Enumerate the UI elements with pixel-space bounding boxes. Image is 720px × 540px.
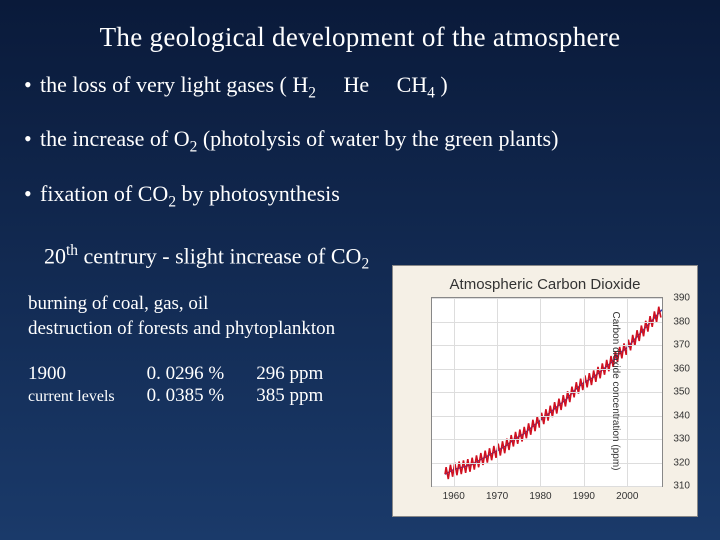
cell-pct-current: 0. 0385 % (147, 385, 257, 407)
century-post: centrury - slight increase of CO (78, 244, 361, 269)
chart-ytick: 370 (673, 340, 690, 351)
chart-xtick: 1970 (486, 491, 508, 502)
chart-ytick: 340 (673, 410, 690, 421)
sub-4: 4 (427, 84, 435, 101)
century-num: 20 (44, 244, 66, 269)
slide-title: The geological development of the atmosp… (0, 0, 720, 71)
sub-2c: 2 (168, 193, 176, 210)
chart-xtick: 1960 (443, 491, 465, 502)
chart-ytick: 320 (673, 457, 690, 468)
chart-plot-area: 3103203303403503603703803901960197019801… (431, 297, 663, 487)
chart-ytick: 380 (673, 316, 690, 327)
data-table: 1900 0. 0296 % 296 ppm current levels 0.… (28, 363, 355, 407)
bullet-2-pre: the increase of O (40, 126, 190, 151)
table-row: 1900 0. 0296 % 296 ppm (28, 363, 355, 385)
chart-title: Atmospheric Carbon Dioxide (393, 276, 697, 293)
bullet-3-pre: fixation of CO (40, 181, 168, 206)
chart-ytick: 350 (673, 387, 690, 398)
chart-xtick: 1990 (573, 491, 595, 502)
chart-xtick: 2000 (616, 491, 638, 502)
bullet-3: fixation of CO2 by photosynthesis (24, 180, 720, 212)
sub-2: 2 (308, 84, 316, 101)
bullet-3-post: by photosynthesis (176, 181, 340, 206)
chart-xtick: 1980 (529, 491, 551, 502)
cell-current-label: current levels (28, 385, 147, 407)
chart-ytick: 360 (673, 363, 690, 374)
bullet-1-text: the loss of very light gases ( H (40, 72, 308, 97)
chart-ytick: 390 (673, 293, 690, 304)
cell-ppm-current: 385 ppm (256, 385, 355, 407)
cell-ppm-1900: 296 ppm (256, 363, 355, 385)
co2-chart: Atmospheric Carbon Dioxide 3103203303403… (392, 265, 698, 517)
bullet-2: the increase of O2 (photolysis of water … (24, 125, 720, 157)
bullet-list: the loss of very light gases ( H2 He CH4… (0, 71, 720, 212)
sub-2d: 2 (361, 256, 369, 273)
close-paren: ) (435, 72, 448, 97)
th-sup: th (66, 242, 78, 259)
chart-y-label: Carbon dioxide concentration (ppm) (610, 312, 621, 471)
table-row: current levels 0. 0385 % 385 ppm (28, 385, 355, 407)
cell-year-1900: 1900 (28, 363, 147, 385)
bullet-2-post: (photolysis of water by the green plants… (197, 126, 558, 151)
he-text: He (343, 72, 369, 97)
bullet-1: the loss of very light gases ( H2 He CH4… (24, 71, 720, 103)
chart-ytick: 330 (673, 434, 690, 445)
ch4-text: CH (397, 72, 428, 97)
cell-pct-1900: 0. 0296 % (147, 363, 257, 385)
chart-ytick: 310 (673, 481, 690, 492)
